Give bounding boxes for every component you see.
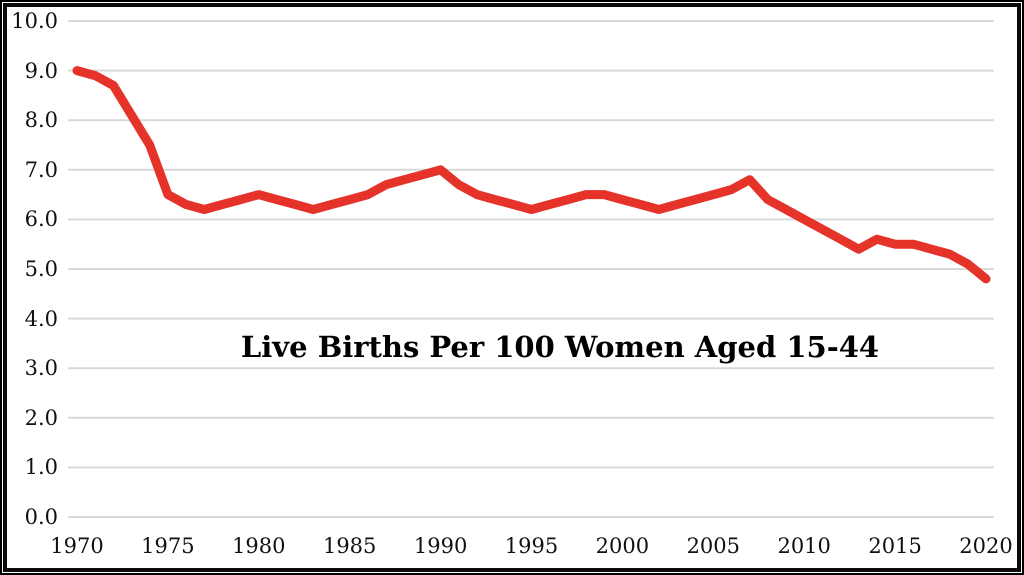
y-tick-label: 10.0 [11,9,58,33]
y-tick-label: 5.0 [24,257,58,281]
x-tick-label: 1985 [322,534,377,558]
y-tick-label: 1.0 [24,455,58,480]
y-tick-label: 6.0 [24,207,58,232]
x-tick-label: 2005 [686,534,741,558]
x-tick-label: 2000 [595,534,650,558]
chart-title: Live Births Per 100 Women Aged 15-44 [240,330,880,364]
y-tick-label: 7.0 [24,157,58,182]
x-tick-label: 2020 [959,534,1013,558]
x-tick-label: 2010 [777,534,831,558]
x-tick-label: 2015 [868,534,922,558]
y-tick-label: 0.0 [24,505,58,529]
y-tick-label: 9.0 [24,58,58,83]
y-tick-label: 8.0 [24,108,58,133]
x-tick-label: 1970 [50,534,104,558]
x-tick-label: 1980 [232,534,286,558]
x-tick-label: 1995 [504,534,559,558]
y-tick-label: 3.0 [24,356,58,381]
y-tick-label: 2.0 [24,405,58,430]
x-tick-label: 1990 [413,534,468,558]
data-line-series [72,66,991,284]
x-tick-label: 1975 [141,534,195,558]
y-tick-label: 4.0 [24,306,58,331]
